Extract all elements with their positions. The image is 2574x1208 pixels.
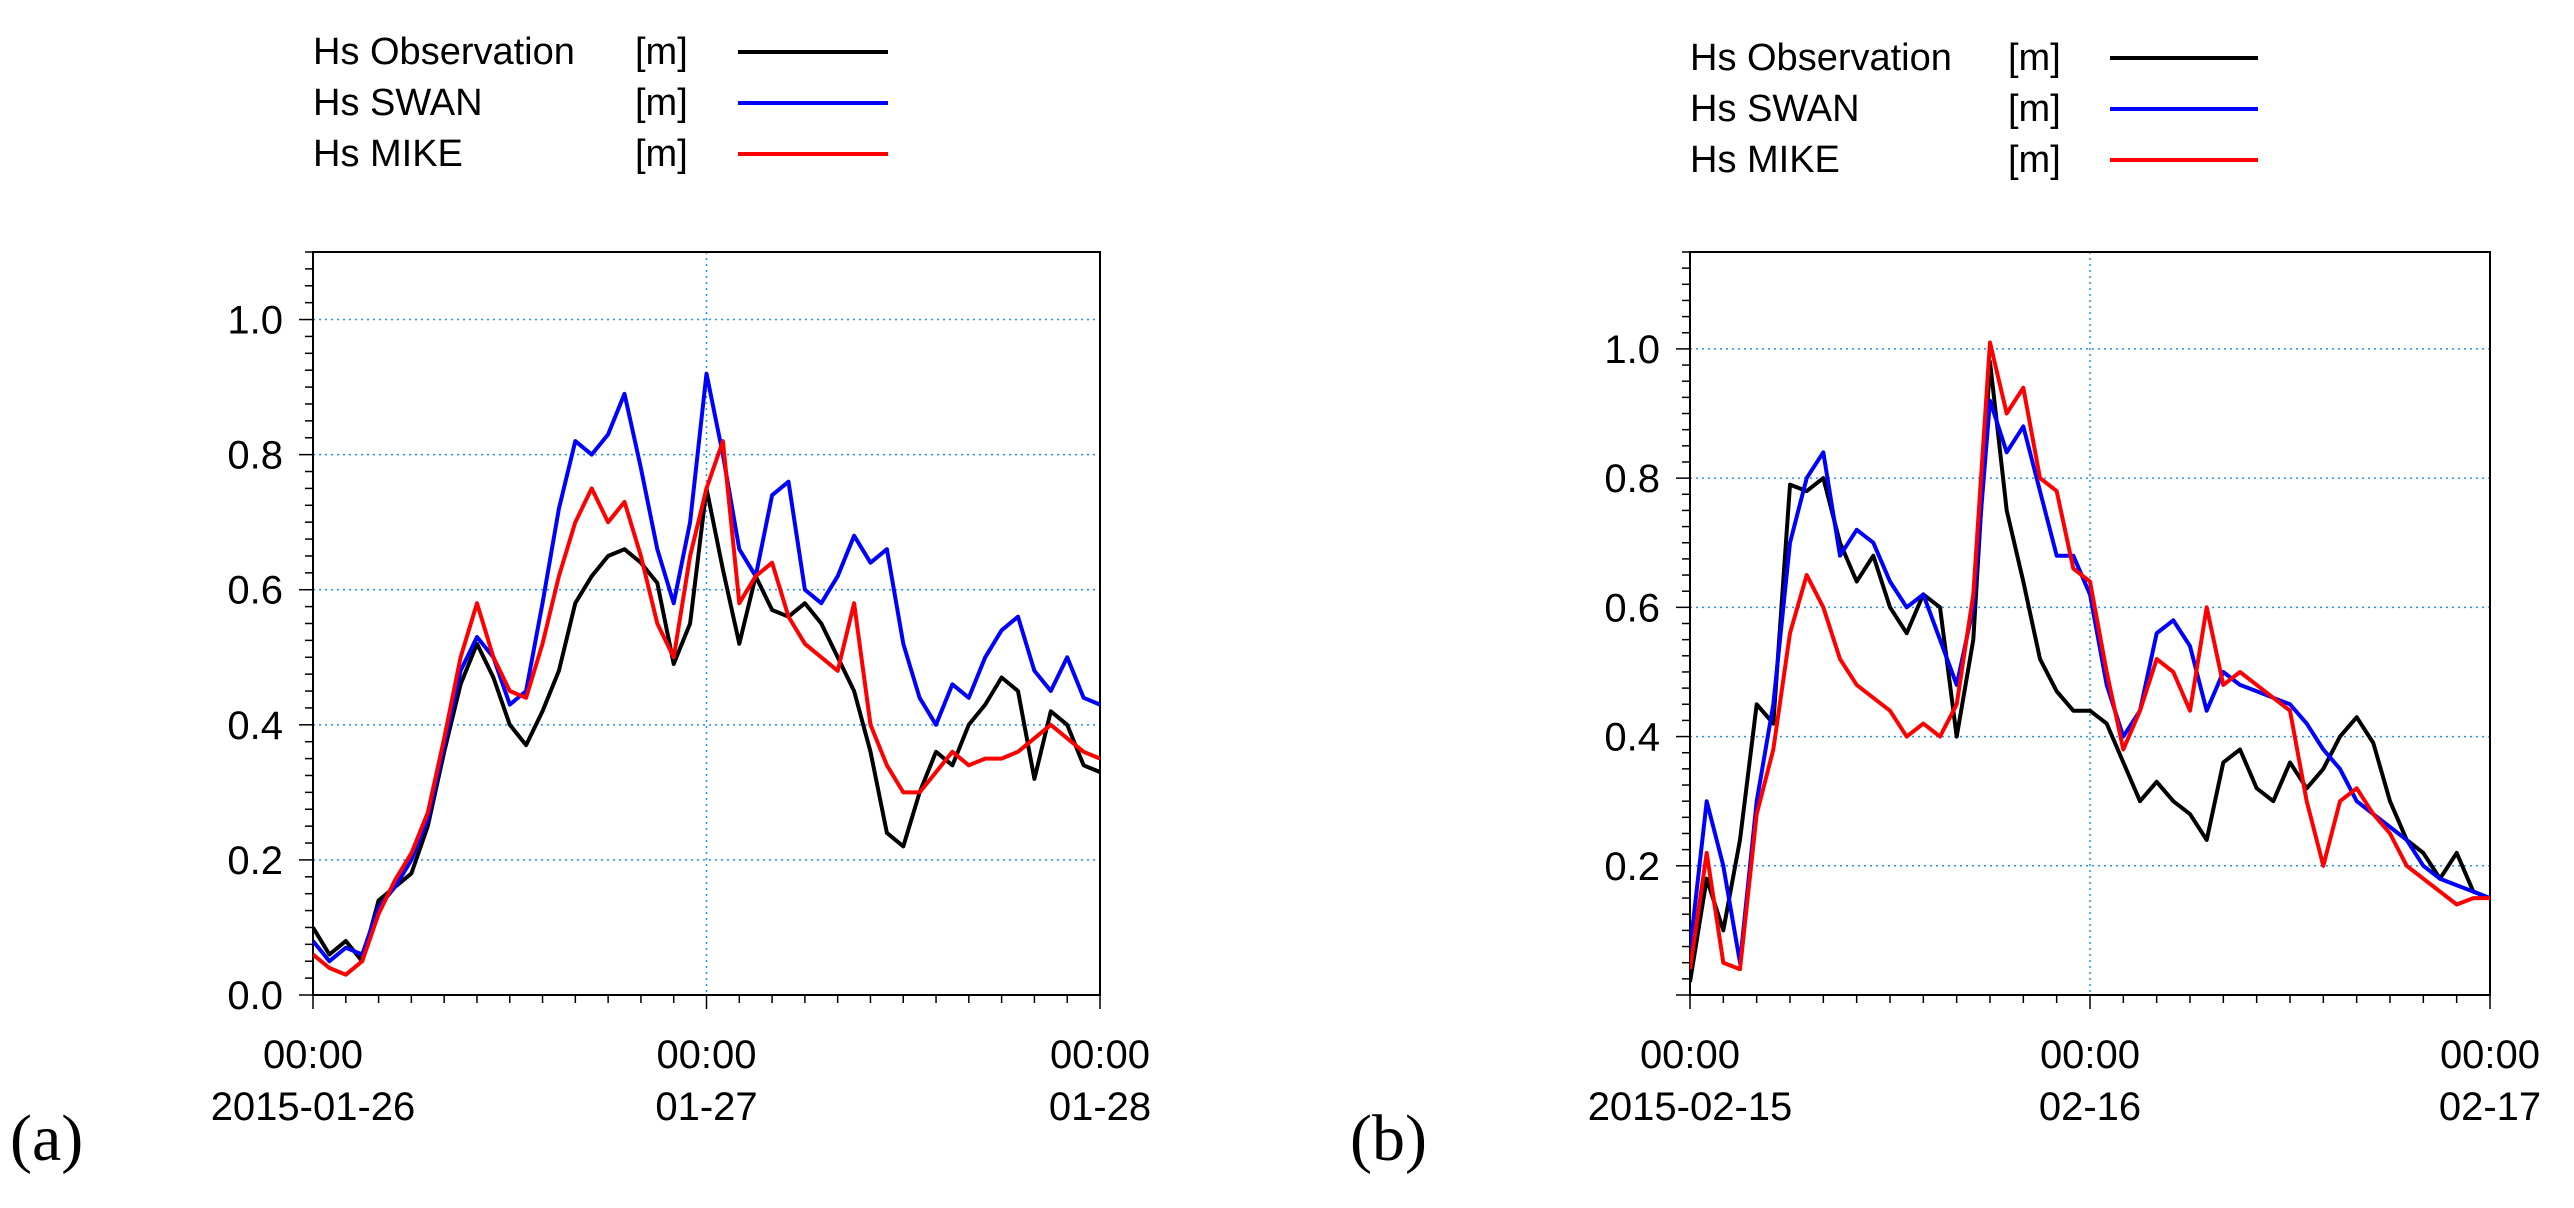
x-axis: 00:00 2015-01-26 00:00 01-27 00:00 01-28: [211, 995, 1151, 1129]
y-tick-label: 0.8: [227, 434, 283, 478]
legend-unit: [m]: [2008, 139, 2061, 181]
y-tick-label: 1.0: [1604, 328, 1660, 372]
x-tick-time: 00:00: [656, 1033, 756, 1077]
series-line-mike: [1690, 340, 2490, 972]
legend-unit: [m]: [635, 82, 688, 124]
x-tick-time: 00:00: [2040, 1033, 2140, 1077]
legend-unit: [m]: [2008, 37, 2061, 79]
legend-label: Hs Observation: [1690, 37, 1952, 79]
x-tick-time: 00:00: [1050, 1033, 1150, 1077]
panel-label: (a): [10, 1102, 83, 1175]
legend-label: Hs MIKE: [1690, 139, 1840, 181]
y-tick-label: 0.2: [227, 839, 283, 883]
grid: [1690, 252, 2490, 995]
series-group: [313, 371, 1100, 977]
x-tick-date: 01-27: [655, 1085, 757, 1129]
series-group: [1690, 340, 2490, 983]
y-tick-label: 0.0: [227, 974, 283, 1018]
legend-label: Hs SWAN: [313, 82, 483, 124]
x-tick-time: 00:00: [2440, 1033, 2540, 1077]
y-tick-label: 0.2: [1604, 845, 1660, 889]
chart-panel-b: Hs Observation [m] Hs SWAN [m] Hs MIKE [m] 0.2…: [1350, 37, 2541, 1175]
legend-label: Hs MIKE: [313, 133, 463, 175]
chart-panel-a: Hs Observation [m] Hs SWAN [m] Hs MIKE [m] 0.0…: [10, 31, 1151, 1175]
y-axis: 0.0 0.2 0.4 0.6 0.8 1.0: [227, 251, 313, 1018]
legend-unit: [m]: [635, 133, 688, 175]
legend: Hs Observation [m] Hs SWAN [m] Hs MIKE [m]: [1690, 37, 2258, 181]
x-tick-date: 02-16: [2039, 1085, 2141, 1129]
legend-label: Hs Observation: [313, 31, 575, 73]
y-axis: 0.2 0.4 0.6 0.8 1.0: [1604, 251, 1690, 996]
series-line-swan: [1690, 398, 2490, 965]
x-axis: 00:00 2015-02-15 00:00 02-16 00:00 02-17: [1588, 995, 2541, 1129]
legend: Hs Observation [m] Hs SWAN [m] Hs MIKE [m]: [313, 31, 888, 175]
x-tick-time: 00:00: [1640, 1033, 1740, 1077]
y-tick-label: 0.4: [227, 704, 283, 748]
panel-label: (b): [1350, 1102, 1427, 1175]
x-tick-time: 00:00: [263, 1033, 363, 1077]
series-line-observation: [1690, 359, 2490, 983]
legend-unit: [m]: [2008, 88, 2061, 130]
legend-label: Hs SWAN: [1690, 88, 1860, 130]
y-tick-label: 0.6: [1604, 586, 1660, 630]
y-tick-label: 0.8: [1604, 457, 1660, 501]
series-line-mike: [313, 439, 1100, 977]
y-tick-label: 0.6: [227, 569, 283, 613]
x-tick-date: 01-28: [1049, 1085, 1151, 1129]
x-tick-date: 2015-01-26: [211, 1085, 416, 1129]
grid: [313, 252, 1100, 996]
y-tick-label: 0.4: [1604, 716, 1660, 760]
x-tick-date: 2015-02-15: [1588, 1085, 1793, 1129]
x-tick-date: 02-17: [2439, 1085, 2541, 1129]
y-tick-label: 1.0: [227, 299, 283, 343]
legend-unit: [m]: [635, 31, 688, 73]
